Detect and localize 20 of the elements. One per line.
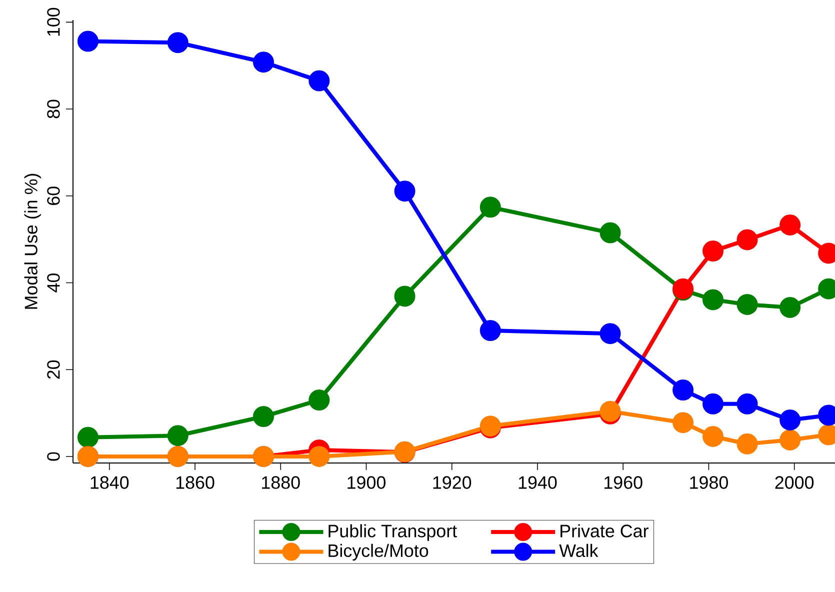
legend-label: Bicycle/Moto	[328, 544, 428, 561]
x-tick-label: 2000	[775, 476, 814, 489]
legend-label: Public Transport	[328, 524, 457, 541]
y-tick-label: 60	[47, 186, 60, 205]
x-tick-label: 1980	[690, 476, 728, 489]
y-tick-label: 20	[47, 360, 60, 379]
y-tick-label: 40	[47, 273, 60, 292]
y-tick-label: 80	[47, 100, 60, 118]
x-tick-label: 1860	[176, 476, 214, 489]
x-tick-label: 1920	[433, 476, 472, 489]
y-axis-title: Modal Use (in %)	[24, 174, 41, 309]
x-tick-label: 1960	[604, 476, 642, 489]
y-tick-label: 0	[47, 452, 60, 461]
x-tick-label: 1840	[90, 476, 129, 489]
legend-label: Walk	[559, 544, 598, 558]
x-tick-label: 1880	[262, 476, 300, 489]
x-tick-label: 1900	[348, 476, 386, 489]
x-tick-label: 1940	[518, 476, 557, 489]
y-tick-label: 100	[47, 8, 60, 36]
legend-label: Private Car	[560, 524, 648, 538]
